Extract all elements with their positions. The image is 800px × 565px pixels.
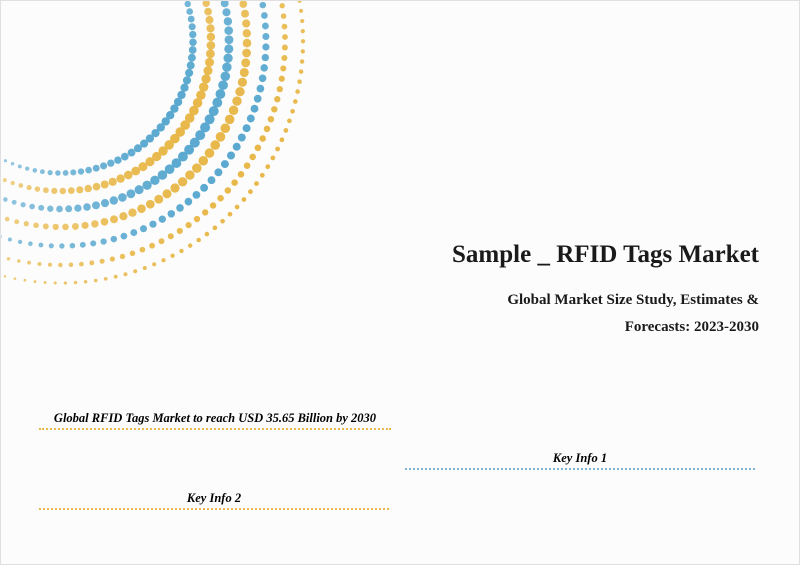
dotted-rule <box>405 468 755 470</box>
info-line-key-2: Key Info 2 <box>39 491 389 513</box>
info-label: Key Info 2 <box>39 491 389 506</box>
info-label: Key Info 1 <box>405 451 755 466</box>
dotted-rule <box>39 428 391 430</box>
report-subtitle: Global Market Size Study, Estimates & Fo… <box>452 287 759 341</box>
info-line-key-1: Key Info 1 <box>405 451 755 473</box>
info-line-market-forecast: Global RFID Tags Market to reach USD 35.… <box>39 411 391 433</box>
subtitle-line-2: Forecasts: 2023-2030 <box>625 319 759 335</box>
report-title: Sample _ RFID Tags Market <box>452 241 759 269</box>
info-label: Global RFID Tags Market to reach USD 35.… <box>39 411 391 426</box>
subtitle-line-1: Global Market Size Study, Estimates & <box>507 292 759 308</box>
dotted-rule <box>39 508 389 510</box>
title-block: Sample _ RFID Tags Market Global Market … <box>452 241 759 341</box>
decorative-dotted-arc <box>1 1 401 341</box>
